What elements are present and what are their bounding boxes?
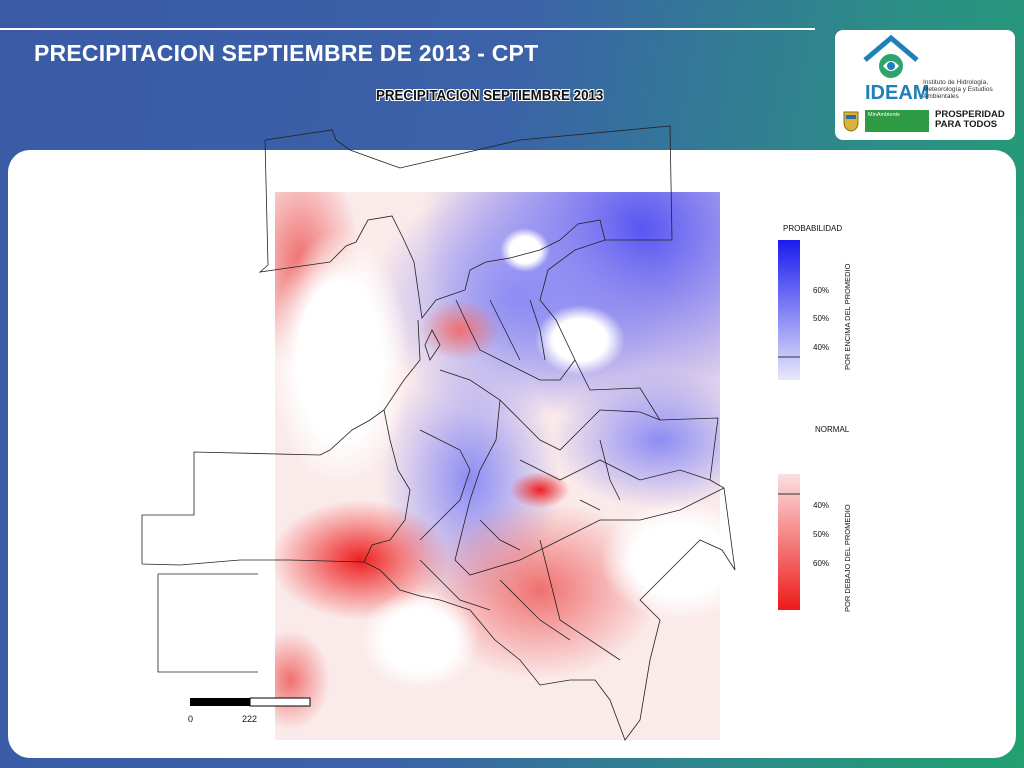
logo-subtitle: Instituto de Hidrología, Meteorología y … — [923, 79, 993, 100]
slide-title: PRECIPITACION SEPTIEMBRE DE 2013 - CPT — [34, 40, 539, 66]
scale-start-label: 0 — [188, 714, 193, 724]
ideam-house-icon — [863, 34, 919, 78]
slogan: PROSPERIDAD PARA TODOS — [935, 109, 1005, 130]
legend-above-bar — [778, 240, 800, 380]
legend-below-axis-label: POR DEBAJO DEL PROMEDIO — [843, 504, 852, 612]
ideam-logo: IDEAM Instituto de Hidrología, Meteorolo… — [835, 30, 1015, 140]
legend-below-tick-40: 40% — [813, 501, 829, 510]
legend-below-tick-50: 50% — [813, 530, 829, 539]
legend-above-axis-label: POR ENCIMA DEL PROMEDIO — [843, 263, 852, 370]
map-title: PRECIPITACION SEPTIEMBRE 2013 — [376, 88, 604, 104]
ministry-badge: MinAmbiente — [865, 110, 929, 132]
legend-normal-label: NORMAL — [815, 425, 850, 434]
boundary-lines — [141, 125, 736, 741]
legend-title: PROBABILIDAD — [783, 224, 842, 233]
legend-below-bar — [778, 474, 800, 610]
scale-end-label: 222 — [242, 714, 257, 724]
probability-legend: PROBABILIDAD 60% 50% 40% POR ENCIMA DEL … — [778, 224, 852, 612]
legend-above-tick-50: 50% — [813, 314, 829, 323]
legend-above-tick-40: 40% — [813, 343, 829, 352]
top-rule — [0, 28, 815, 30]
legend-above-tick-60: 60% — [813, 286, 829, 295]
coat-of-arms-icon — [843, 111, 859, 132]
logo-name: IDEAM — [865, 82, 930, 104]
probability-field — [275, 192, 720, 740]
scale-bar: 0 222 — [188, 697, 311, 724]
legend-below-tick-60: 60% — [813, 559, 829, 568]
